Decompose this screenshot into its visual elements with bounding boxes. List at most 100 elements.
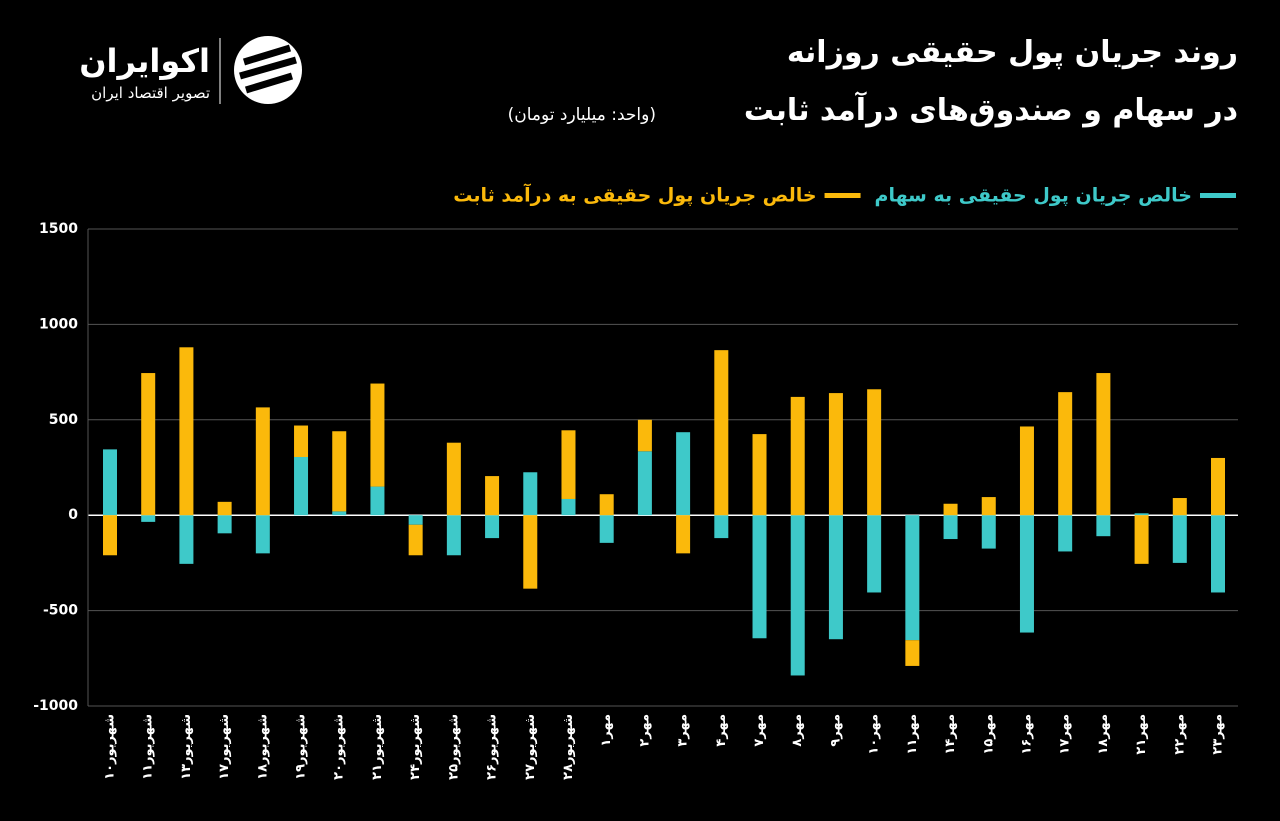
legend-swatch — [824, 193, 861, 198]
bar — [1172, 498, 1187, 516]
bar — [523, 472, 538, 516]
bar — [408, 524, 423, 556]
x-tick-label: مهر۱ — [599, 714, 614, 747]
bar — [599, 515, 614, 543]
x-tick-label: شهریور۱۹ — [294, 714, 309, 780]
bar — [714, 515, 729, 539]
bar — [332, 431, 347, 512]
bar — [217, 515, 232, 534]
x-tick-label: مهر۹ — [828, 714, 843, 747]
x-tick-label: مهر۲ — [637, 714, 652, 747]
bar — [561, 430, 576, 499]
bar — [141, 373, 156, 516]
bar — [943, 503, 958, 516]
x-tick-label: شهریور۱۸ — [255, 714, 270, 780]
bar — [1172, 515, 1187, 563]
x-tick-label: مهر۱۶ — [1019, 714, 1034, 755]
bar — [599, 494, 614, 516]
bar — [561, 498, 576, 516]
bar — [294, 425, 309, 458]
bar — [981, 515, 996, 549]
bar — [828, 393, 843, 516]
x-tick-label: مهر۱۰ — [867, 714, 882, 755]
x-tick-label: شهریور۱۱ — [141, 714, 156, 780]
x-tick-label: شهریور۱۷ — [217, 714, 232, 780]
bar — [1096, 515, 1111, 537]
bar — [981, 497, 996, 516]
x-tick-label: مهر۷ — [752, 714, 767, 747]
bar — [103, 515, 117, 556]
bar — [523, 515, 538, 589]
x-tick-label: مهر۲۳ — [1211, 714, 1226, 755]
x-tick-label: شهریور۲۵ — [446, 714, 461, 780]
bar — [294, 457, 309, 516]
bar — [790, 396, 805, 516]
bar — [485, 515, 500, 539]
bar — [1211, 515, 1225, 593]
bar — [1211, 457, 1225, 516]
bar — [905, 640, 920, 666]
unit-label: (واحد: میلیارد تومان) — [508, 105, 656, 125]
bar — [179, 347, 194, 516]
bar — [676, 432, 691, 516]
bar — [867, 389, 882, 516]
chart-subtitle: در سهام و صندوق‌های درآمد ثابت — [744, 91, 1238, 128]
logo: اکوایران تصویر اقتصاد ایران — [79, 36, 302, 104]
bar — [255, 407, 270, 516]
x-tick-label: مهر۱۵ — [981, 714, 996, 755]
bar — [408, 515, 423, 525]
bar — [790, 515, 805, 676]
x-tick-label: مهر۲۱ — [1134, 714, 1149, 755]
x-tick-label: مهر۸ — [790, 714, 805, 747]
x-tick-label: مهر۱۸ — [1096, 714, 1111, 755]
x-tick-label: شهریور۲۱ — [370, 714, 385, 780]
legend-label: خالص جریان پول حقیقی به سهام — [875, 185, 1192, 207]
x-tick-label: مهر۱۷ — [1058, 714, 1073, 755]
x-tick-label: شهریور۲۸ — [561, 714, 576, 780]
bar — [1019, 515, 1034, 633]
bar — [676, 515, 691, 554]
y-tick-label: -1000 — [33, 698, 78, 714]
bar — [217, 501, 232, 516]
legend-label: خالص جریان پول حقیقی به درآمد ثابت — [453, 183, 816, 207]
bar — [828, 515, 843, 640]
bar — [446, 442, 461, 516]
bar — [867, 515, 882, 593]
y-tick-label: 0 — [68, 507, 78, 523]
bar — [752, 434, 767, 516]
logo-name: اکوایران — [79, 42, 210, 80]
bar — [943, 515, 958, 540]
bar — [485, 476, 500, 516]
x-tick-label: شهریور۱۰ — [103, 714, 118, 780]
bar — [103, 449, 117, 516]
bar — [905, 515, 920, 641]
x-tick-label: مهر۱۱ — [905, 714, 920, 755]
x-tick-label: مهر۴ — [714, 714, 729, 747]
x-tick-label: شهریور۲۷ — [523, 714, 538, 780]
bar — [714, 350, 729, 516]
bar — [637, 451, 652, 516]
bar — [1058, 392, 1073, 516]
bar — [1096, 373, 1111, 516]
bar — [637, 419, 652, 452]
bar — [255, 515, 270, 554]
y-tick-label: -500 — [43, 603, 78, 619]
bar — [332, 511, 347, 516]
bar — [1058, 515, 1073, 552]
y-tick-label: 1500 — [39, 221, 78, 237]
legend-swatch — [1200, 193, 1236, 198]
y-tick-label: 500 — [49, 412, 78, 428]
bar — [1134, 515, 1149, 564]
logo-icon-stripes — [239, 44, 297, 94]
x-tick-label: مهر۳ — [676, 714, 691, 747]
bar — [1134, 513, 1149, 516]
x-tick-label: شهریور۲۰ — [332, 714, 347, 780]
logo-tagline: تصویر اقتصاد ایران — [91, 84, 210, 102]
bar — [179, 515, 194, 564]
chart-title: روند جریان پول حقیقی روزانه — [787, 35, 1238, 70]
bar — [1019, 426, 1034, 516]
bar — [141, 515, 156, 522]
bar — [370, 486, 385, 516]
x-tick-label: شهریور۲۴ — [408, 714, 423, 780]
